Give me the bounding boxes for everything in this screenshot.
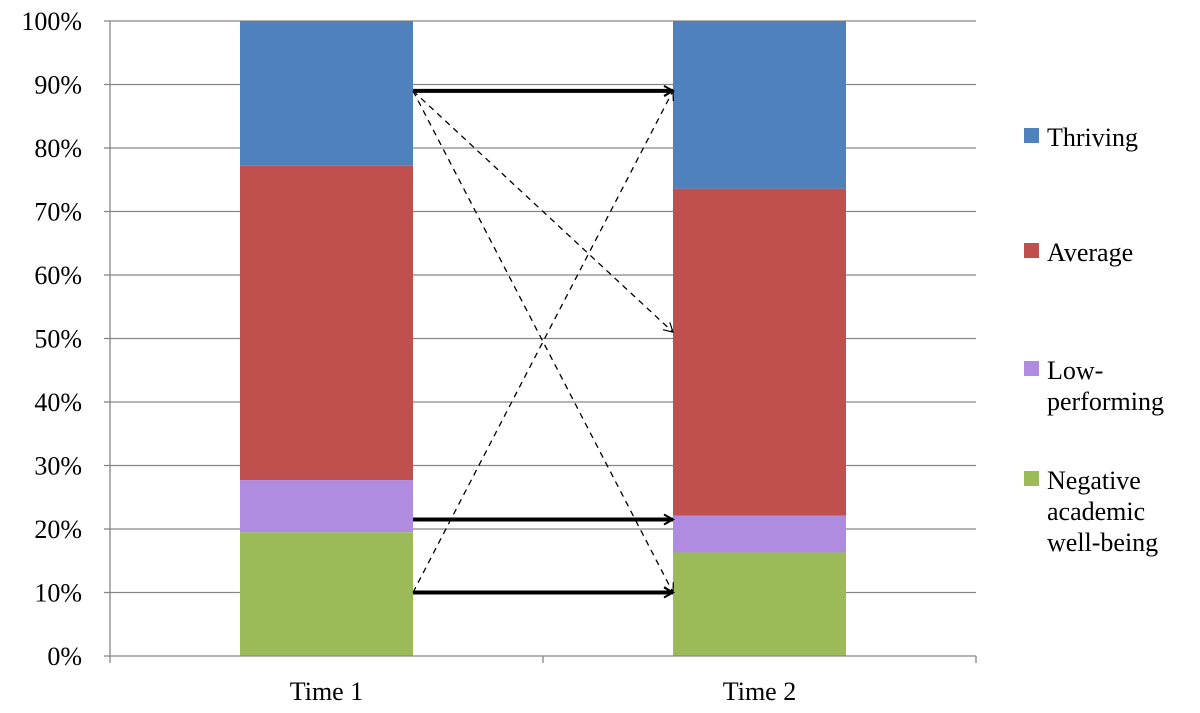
y-tick-label: 10%: [34, 579, 82, 608]
bar-segment: [673, 552, 846, 656]
legend-label-line: academic: [1047, 497, 1145, 526]
bar-segment: [240, 165, 413, 481]
y-tick-label: 50%: [34, 325, 82, 354]
legend-label-line: Average: [1047, 238, 1133, 267]
bar-segment: [673, 188, 846, 516]
transition-arrows: [412, 90, 674, 593]
gridlines: [110, 20, 976, 594]
bar-segment: [673, 515, 846, 553]
dashed-transition-arrow: [412, 90, 674, 333]
legend-label: Negative academic well-being: [1047, 466, 1158, 557]
y-tick-label: 0%: [47, 642, 82, 671]
y-tick-label: 20%: [34, 515, 82, 544]
legend-label-line: performing: [1047, 387, 1164, 416]
legend-swatch: [1024, 361, 1039, 376]
y-tick-label: 90%: [34, 71, 82, 100]
legend-label: Thriving: [1047, 123, 1138, 152]
y-tick-label: 100%: [21, 7, 82, 36]
category-label: Time 1: [290, 677, 363, 706]
legend-label-line: well-being: [1047, 528, 1158, 557]
category-labels: Time 1 Time 2: [290, 677, 796, 706]
bars: [240, 21, 846, 656]
legend: Thriving Average Low-performing Negative aca…: [1024, 123, 1164, 557]
legend-label-line: Low-: [1047, 356, 1103, 385]
legend-label-line: Thriving: [1047, 123, 1138, 152]
legend-swatch: [1024, 243, 1039, 258]
bar-segment: [240, 532, 413, 656]
legend-swatch: [1024, 471, 1039, 486]
legend-swatch: [1024, 128, 1039, 143]
y-tick-label: 30%: [34, 452, 82, 481]
legend-label-line: Negative: [1047, 466, 1141, 495]
category-label: Time 2: [723, 677, 796, 706]
y-tick-label: 80%: [34, 134, 82, 163]
legend-label: Low-performing: [1047, 356, 1164, 416]
axes: [104, 20, 977, 663]
bar-segment: [240, 480, 413, 533]
y-tick-label: 60%: [34, 261, 82, 290]
bar-segment: [240, 21, 413, 166]
legend-label: Average: [1047, 238, 1133, 267]
bar-segment: [673, 21, 846, 189]
y-tick-label: 70%: [34, 198, 82, 227]
y-tick-label: 40%: [34, 388, 82, 417]
y-tick-labels: 0% 10% 20% 30% 40% 50% 60% 70% 80% 90% 100%: [21, 7, 82, 671]
